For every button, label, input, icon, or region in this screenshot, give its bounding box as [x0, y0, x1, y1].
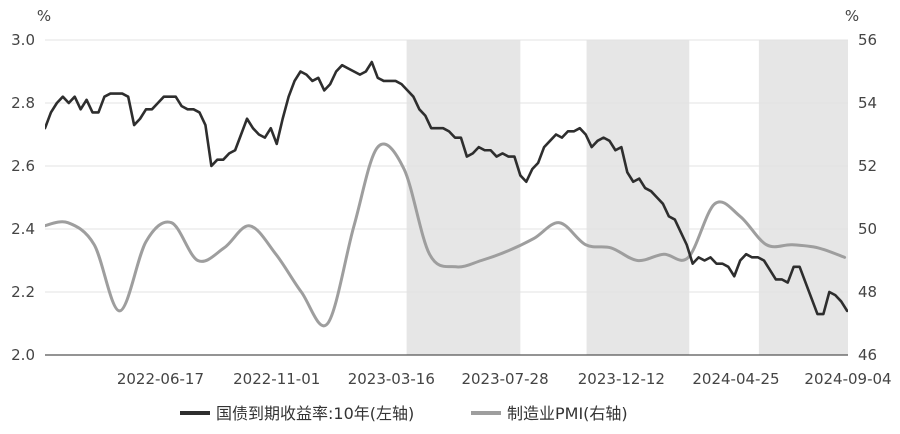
x-tick-label: 2023-03-16: [348, 370, 435, 388]
shaded-region-1: [406, 40, 521, 355]
series: [45, 60, 848, 328]
legend-item-pmi: 制造业PMI(右轴): [471, 404, 628, 423]
x-tick-label: 2023-07-28: [461, 370, 548, 388]
legend-item-bond-yield: 国债到期收益率:10年(左轴): [180, 404, 414, 423]
legend: 国债到期收益率:10年(左轴) 制造业PMI(右轴): [180, 404, 628, 423]
x-tick-label: 2023-12-12: [578, 370, 665, 388]
y-tick-label-right: 46: [858, 346, 877, 364]
legend-label-bond-yield: 国债到期收益率:10年(左轴): [216, 404, 414, 423]
tick-labels: 2.0 2.2 2.4 2.6 2.8 3.0 46 48 50 52 54 56 2022-06-17…: [11, 31, 891, 388]
y-tick-label-right: 50: [858, 220, 877, 238]
y-tick-label-left: 2.6: [11, 157, 35, 175]
shaded-region-2: [586, 40, 690, 355]
x-tick-label: 2022-11-01: [233, 370, 320, 388]
y-tick-label-left: 3.0: [11, 31, 35, 49]
y-tick-label-right: 54: [858, 94, 877, 112]
series-line-bond-yield: [45, 60, 848, 316]
y-tick-label-right: 52: [858, 157, 877, 175]
y-tick-label-left: 2.2: [11, 283, 35, 301]
x-tick-label: 2024-04-25: [692, 370, 779, 388]
y-tick-label-left: 2.0: [11, 346, 35, 364]
shaded-regions: [406, 40, 848, 355]
y-tick-label-left: 2.4: [11, 220, 35, 238]
right-axis-unit-label: %: [845, 7, 859, 25]
shaded-region-3: [758, 40, 848, 355]
y-tick-label-right: 56: [858, 31, 877, 49]
x-tick-label: 2024-09-04: [804, 370, 891, 388]
legend-label-pmi: 制造业PMI(右轴): [507, 404, 628, 423]
y-tick-label-left: 2.8: [11, 94, 35, 112]
series-line-pmi: [45, 142, 847, 328]
y-tick-label-right: 48: [858, 283, 877, 301]
x-tick-label: 2022-06-17: [117, 370, 204, 388]
left-axis-unit-label: %: [37, 7, 51, 25]
